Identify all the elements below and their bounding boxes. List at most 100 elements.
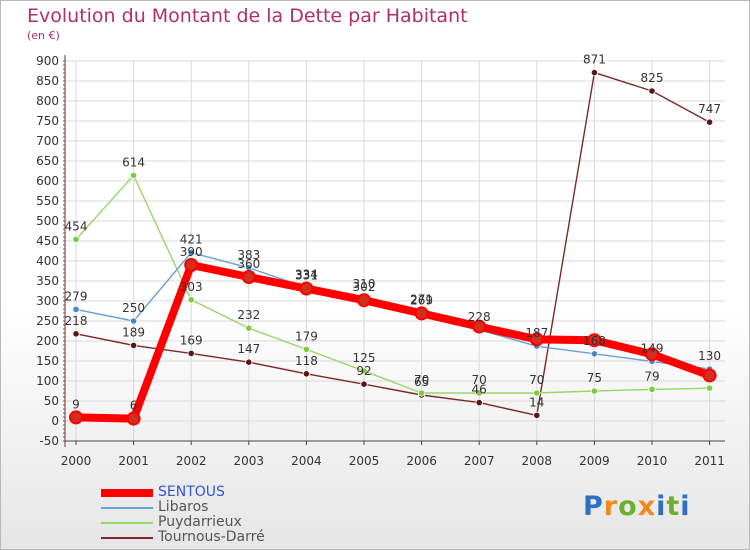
data-label: 302: [353, 280, 376, 294]
legend-swatch: [101, 522, 153, 524]
data-label: 92: [356, 364, 371, 378]
y-tick-label: 450: [36, 234, 59, 248]
data-point: [187, 249, 195, 257]
data-point: [360, 380, 368, 388]
x-tick-label: 2010: [637, 454, 668, 468]
data-label: 70: [472, 373, 487, 387]
data-point: [187, 296, 195, 304]
data-label: 331: [295, 269, 318, 283]
data-label: 70: [414, 373, 429, 387]
data-label: 179: [295, 329, 318, 343]
data-label: 825: [641, 71, 664, 85]
x-tick-label: 2004: [291, 454, 322, 468]
data-point: [648, 87, 656, 95]
data-label: 334: [295, 267, 318, 281]
data-label: 383: [237, 248, 260, 262]
legend-label: Libaros: [158, 499, 209, 515]
proxiti-logo: Proxiti: [583, 491, 691, 522]
data-label: 9: [72, 397, 80, 411]
data-point: [705, 384, 714, 392]
data-label: 218: [65, 314, 88, 328]
data-point: [357, 293, 371, 308]
series-line-puydarrieux: [75, 174, 711, 394]
data-label: 250: [122, 301, 145, 315]
y-tick-label: 50: [44, 394, 59, 408]
data-point: [414, 306, 429, 321]
legend-swatch: [101, 507, 153, 509]
legend-label: SENTOUS: [158, 484, 225, 500]
data-point: [533, 411, 541, 419]
y-tick-label: 0: [51, 414, 59, 428]
y-tick-label: 100: [36, 374, 59, 388]
data-point: [245, 324, 253, 332]
data-label: 747: [698, 102, 721, 116]
legend-label: Tournous-Darré: [158, 529, 265, 545]
x-tick-label: 2011: [694, 454, 725, 468]
data-label: 454: [65, 219, 88, 233]
data-label: 360: [237, 257, 260, 271]
data-point: [590, 387, 599, 395]
chart-unit: (en €): [27, 29, 60, 42]
y-tick-label: 600: [36, 174, 59, 188]
x-tick-label: 2000: [61, 454, 92, 468]
data-point: [590, 69, 599, 77]
y-tick-label: -50: [39, 434, 59, 448]
y-tick-label: 550: [36, 194, 59, 208]
y-tick-label: 350: [36, 274, 59, 288]
data-label: 149: [641, 341, 664, 355]
data-label: 118: [295, 354, 318, 368]
data-point: [417, 389, 426, 397]
data-point: [130, 171, 138, 179]
data-label: 390: [180, 245, 203, 259]
data-label: 303: [180, 280, 203, 294]
data-point: [72, 235, 80, 243]
data-point: [645, 347, 659, 362]
x-tick-label: 2008: [522, 454, 553, 468]
data-label: 46: [472, 383, 487, 397]
y-tick-label: 650: [36, 154, 59, 168]
data-point: [533, 389, 541, 397]
data-label: 271: [410, 293, 433, 307]
data-label: 269: [410, 293, 433, 307]
data-point: [360, 367, 368, 375]
data-label: 310: [353, 277, 376, 291]
data-point: [187, 349, 195, 357]
data-label: 168: [583, 334, 606, 348]
data-label: 65: [414, 375, 429, 389]
legend-swatch: [101, 537, 153, 539]
y-tick-label: 250: [36, 314, 59, 328]
y-tick-label: 500: [36, 214, 59, 228]
x-tick-label: 2009: [579, 454, 610, 468]
data-point: [529, 332, 544, 347]
data-point: [184, 258, 199, 272]
series-line-tournous-darr-: [75, 71, 711, 417]
x-tick-label: 2001: [118, 454, 149, 468]
y-tick-label: 800: [36, 94, 59, 108]
data-label: 79: [644, 369, 659, 383]
data-point: [475, 389, 483, 397]
x-tick-label: 2006: [406, 454, 437, 468]
y-tick-label: 850: [36, 74, 59, 88]
data-label: 228: [468, 310, 491, 324]
x-tick-label: 2007: [464, 454, 495, 468]
data-point: [245, 358, 253, 366]
chart-title: Evolution du Montant de la Dette par Hab…: [27, 5, 468, 27]
data-point: [648, 385, 656, 393]
data-point: [130, 317, 138, 325]
y-tick-label: 150: [36, 354, 59, 368]
y-tick-label: 900: [36, 54, 59, 68]
data-label: 871: [583, 53, 606, 67]
data-label: 130: [698, 349, 721, 363]
data-label: 189: [122, 325, 145, 339]
x-tick-label: 2002: [176, 454, 207, 468]
data-label: 70: [529, 373, 544, 387]
data-point: [587, 333, 602, 348]
data-label: 232: [237, 308, 260, 322]
data-point: [72, 330, 80, 338]
legend-label: Puydarrieux: [158, 514, 242, 530]
data-point: [472, 319, 487, 334]
data-point: [241, 270, 256, 284]
data-point: [130, 341, 138, 349]
